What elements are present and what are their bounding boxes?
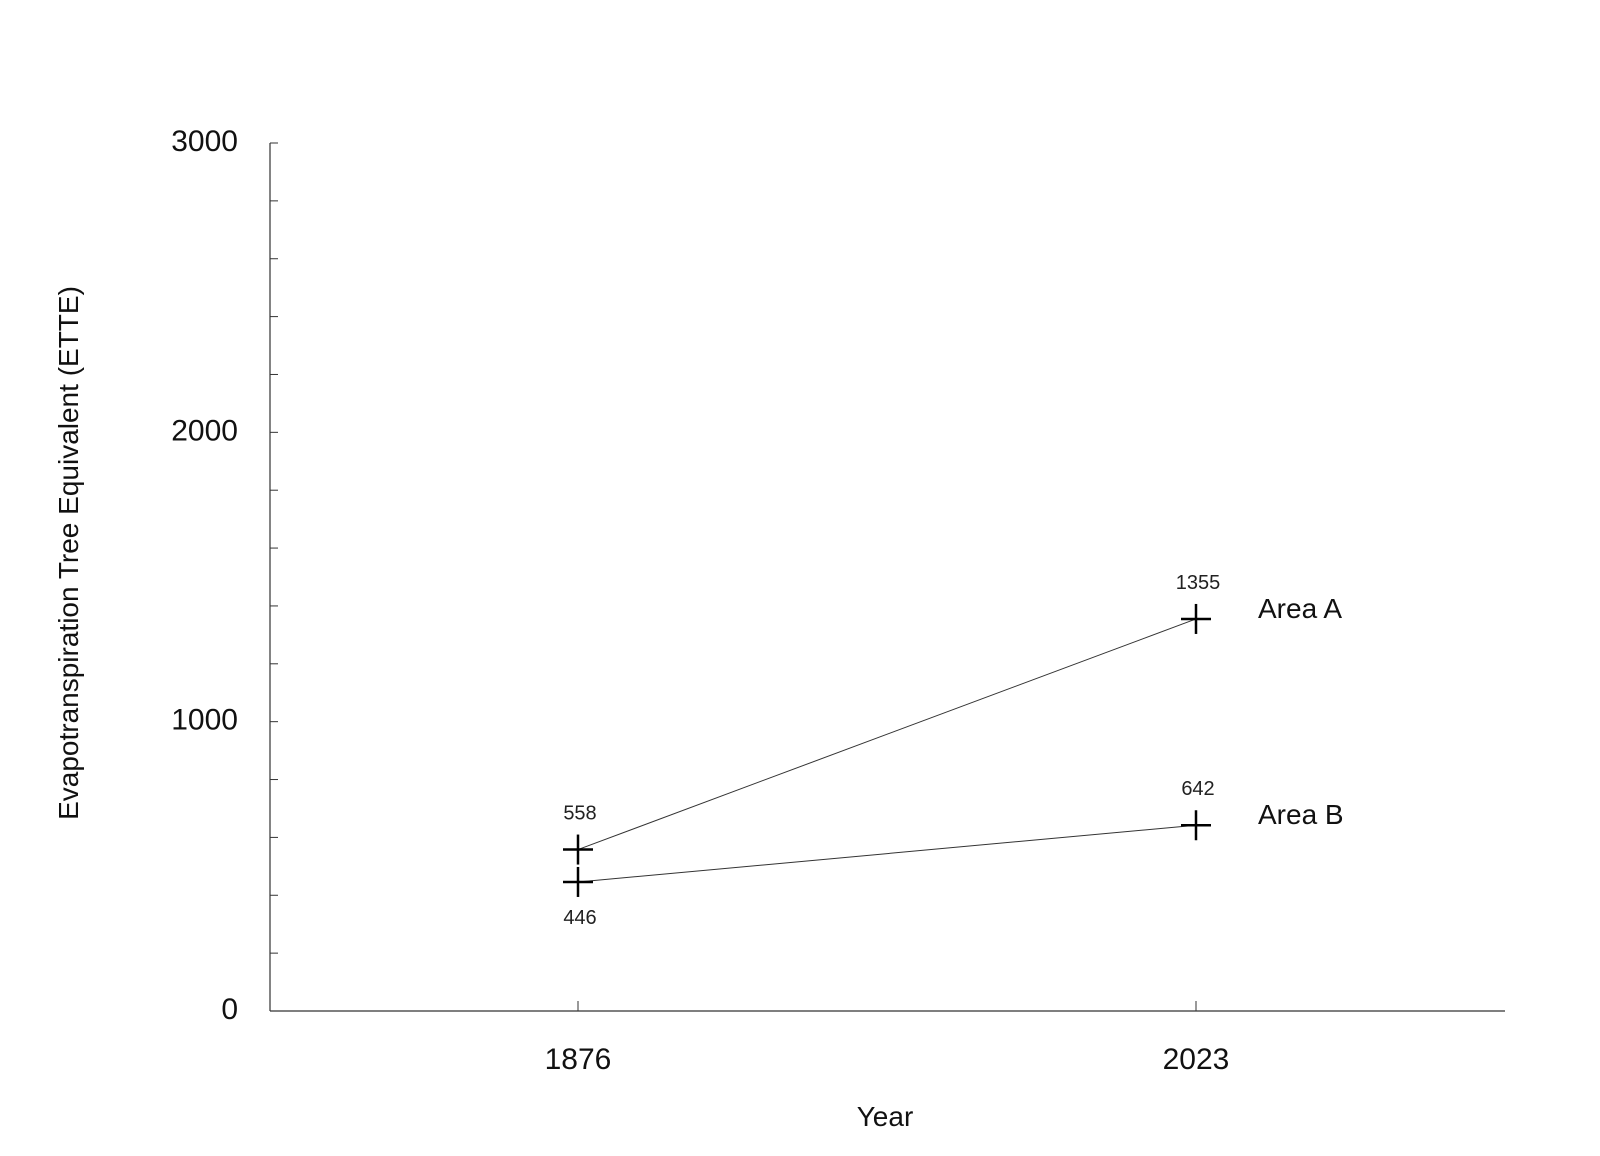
- data-point-area-b: [563, 866, 593, 897]
- data-point-area-a: [1181, 603, 1211, 634]
- data-point-area-b: [1181, 810, 1211, 841]
- y-axis-title: Evapotranspiration Tree Equivalent (ETTE…: [53, 286, 84, 820]
- series-label-area-a: Area A: [1258, 593, 1342, 624]
- data-label: 558: [563, 803, 596, 825]
- y-tick-label: 3000: [171, 125, 238, 158]
- y-tick-label: 2000: [171, 414, 238, 447]
- data-point-area-a: [563, 834, 593, 865]
- data-label: 1355: [1176, 572, 1221, 594]
- data-label: 642: [1181, 778, 1214, 800]
- data-label: 446: [563, 907, 596, 929]
- y-tick-label: 0: [221, 993, 238, 1026]
- x-axis-title: Year: [857, 1101, 914, 1132]
- series-line-area-b: [577, 824, 1197, 883]
- axes: 0 1000 2000 3000 1876 2023: [171, 125, 1505, 1076]
- x-tick-label: 2023: [1163, 1043, 1230, 1076]
- x-tick-label: 1876: [545, 1043, 612, 1076]
- series-layer: 558 1355 Area A 446 642 Area B: [563, 572, 1344, 929]
- series-line-area-a: [577, 618, 1197, 851]
- series-label-area-b: Area B: [1258, 799, 1344, 830]
- y-tick-label: 1000: [171, 704, 238, 737]
